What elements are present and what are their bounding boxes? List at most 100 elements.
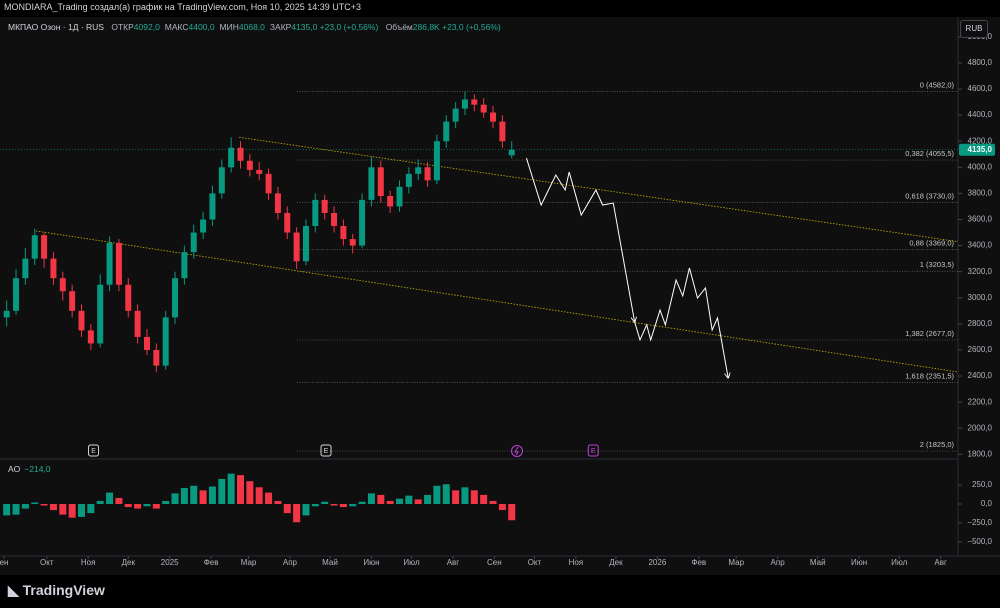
ao-bar	[321, 501, 329, 505]
x-tick-label: Фев	[691, 558, 706, 567]
y-tick-label: 3200,0	[968, 267, 993, 276]
candle-body	[396, 186, 403, 207]
candle-body	[274, 193, 281, 213]
event-label: E	[324, 448, 329, 455]
ao-tick-label: 0,0	[981, 499, 993, 508]
dividend-icon	[511, 445, 523, 457]
brand-logo: ◣ TradingView	[8, 582, 105, 598]
ao-bar	[171, 493, 179, 505]
ao-bar	[115, 497, 123, 505]
legend-value: 4092,0	[133, 22, 160, 32]
legend-value: 4135,0	[291, 22, 318, 32]
candle-body	[499, 121, 506, 142]
candle-body	[237, 147, 244, 161]
candle-body	[331, 212, 338, 227]
candle-body	[87, 330, 94, 344]
candle-body	[302, 226, 309, 262]
candle-body	[508, 149, 515, 156]
header-bar	[0, 0, 1000, 17]
candle-body	[162, 317, 169, 366]
candle-body	[461, 99, 468, 109]
x-tick-label: Окт	[40, 558, 54, 567]
candle-body	[312, 199, 319, 227]
y-tick-label: 4800,0	[968, 58, 993, 67]
brand: TradingView	[22, 582, 105, 598]
ao-bar	[442, 484, 450, 505]
event-label: E	[91, 448, 96, 455]
x-tick-label: Авг	[447, 558, 460, 567]
candle-body	[443, 121, 450, 142]
footer-bar	[0, 575, 1000, 608]
fib-label: 0,88 (3369,0)	[909, 239, 954, 248]
y-tick-label: 3600,0	[968, 215, 993, 224]
candle-body	[218, 167, 225, 194]
ao-bar	[12, 504, 20, 515]
projection-path	[525, 157, 728, 378]
ao-tick-label: −500,0	[967, 537, 992, 546]
x-tick-label: Мар	[728, 558, 744, 567]
price-label: 4135,0	[968, 145, 993, 154]
ao-bar	[330, 504, 338, 506]
ao-bar	[377, 494, 385, 505]
ao-bar	[134, 504, 142, 509]
candle-body	[321, 199, 328, 213]
legend-key: ОТКР	[111, 22, 134, 32]
y-tick-label: 2200,0	[968, 397, 993, 406]
y-tick-label: 2600,0	[968, 345, 993, 354]
trendline	[239, 136, 959, 243]
candle-body	[41, 235, 48, 259]
legend-value: 4068,0	[238, 22, 265, 32]
ao-name: AO	[8, 464, 21, 474]
candle-body	[172, 278, 179, 318]
x-tick-label: Ноя	[81, 558, 96, 567]
trendline	[36, 230, 959, 373]
ao-bar	[293, 504, 301, 523]
legend-key: МАКС	[164, 22, 189, 32]
ao-tick-label: 250,0	[972, 480, 993, 489]
ao-bar	[255, 487, 263, 505]
y-tick-label: 4400,0	[968, 110, 993, 119]
ao-bar	[246, 481, 254, 505]
currency-button[interactable]: RUB	[960, 20, 988, 38]
candle-body	[405, 173, 412, 187]
legend: МКПАО Озон · 1Д · RUS ОТКР4092,0 МАКС4400…	[8, 22, 501, 32]
candle-body	[106, 242, 113, 285]
ao-bar	[87, 504, 95, 514]
x-tick-label: Апр	[283, 558, 298, 567]
x-tick-label: Дек	[609, 558, 623, 567]
ao-bar	[452, 490, 460, 505]
candle-body	[78, 310, 85, 331]
y-tick-label: 3400,0	[968, 241, 993, 250]
x-tick-label: Июл	[403, 558, 420, 567]
ao-bar	[424, 494, 432, 505]
y-tick-label: 4600,0	[968, 84, 993, 93]
event-badge	[88, 444, 100, 457]
candle-body	[13, 278, 20, 311]
ao-bar	[339, 504, 347, 508]
x-tick-label: Фев	[204, 558, 219, 567]
candle-body	[134, 310, 141, 337]
candle-body	[97, 284, 104, 344]
ao-bar	[31, 502, 39, 505]
ao-legend: AO −214,0	[8, 464, 51, 474]
x-tick-label: Июн	[363, 558, 379, 567]
price-label-box	[959, 143, 995, 156]
candle-body	[181, 252, 188, 279]
ao-bar	[349, 504, 357, 507]
candle-body	[69, 291, 76, 311]
ao-bar	[143, 504, 151, 507]
x-tick-label: Сен	[487, 558, 502, 567]
ao-bar	[367, 493, 375, 505]
fib-label: 2 (1825,0)	[920, 440, 955, 449]
fib-label: 1,382 (2677,0)	[905, 329, 954, 338]
x-tick-label: Май	[322, 558, 338, 567]
event-label: E	[591, 448, 596, 455]
ao-tick-label: −250,0	[967, 518, 992, 527]
ao-bar	[227, 473, 235, 505]
header-text: MONDIARA_Trading создал(а) график на Tra…	[4, 2, 361, 12]
ao-bar	[199, 490, 207, 505]
ao-bar	[218, 478, 226, 505]
ao-bar	[96, 500, 104, 505]
candle-body	[265, 173, 272, 194]
